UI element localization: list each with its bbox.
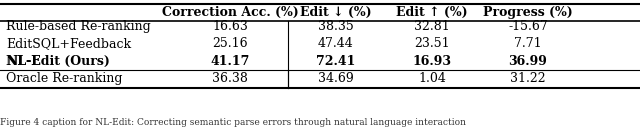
Text: 16.63: 16.63 bbox=[212, 20, 248, 33]
Text: 25.16: 25.16 bbox=[212, 37, 248, 50]
Text: Progress (%): Progress (%) bbox=[483, 6, 573, 19]
Text: 34.69: 34.69 bbox=[318, 72, 354, 85]
Text: 1.04: 1.04 bbox=[418, 72, 446, 85]
Text: Correction Acc. (%): Correction Acc. (%) bbox=[162, 6, 299, 19]
Text: 16.93: 16.93 bbox=[413, 55, 451, 68]
Text: 47.44: 47.44 bbox=[318, 37, 354, 50]
Text: 32.81: 32.81 bbox=[414, 20, 450, 33]
Text: EditSQL+Feedback: EditSQL+Feedback bbox=[6, 37, 132, 50]
Text: 41.17: 41.17 bbox=[211, 55, 250, 68]
Text: NL-E: NL-E bbox=[6, 55, 41, 68]
Text: 31.22: 31.22 bbox=[510, 72, 546, 85]
Text: NL-Edit (Ours): NL-Edit (Ours) bbox=[6, 55, 110, 68]
Text: Oracle Re-ranking: Oracle Re-ranking bbox=[6, 72, 123, 85]
Text: 7.71: 7.71 bbox=[514, 37, 542, 50]
Text: Edit ↓ (%): Edit ↓ (%) bbox=[300, 6, 372, 19]
Text: 36.38: 36.38 bbox=[212, 72, 248, 85]
Text: 23.51: 23.51 bbox=[414, 37, 450, 50]
Text: 72.41: 72.41 bbox=[316, 55, 356, 68]
Text: Rule-based Re-ranking: Rule-based Re-ranking bbox=[6, 20, 151, 33]
Text: 38.35: 38.35 bbox=[318, 20, 354, 33]
Text: Edit ↑ (%): Edit ↑ (%) bbox=[396, 6, 468, 19]
Text: -15.67: -15.67 bbox=[508, 20, 548, 33]
Text: 36.99: 36.99 bbox=[509, 55, 547, 68]
Text: Figure 4 caption for NL-Edit: Correcting semantic parse errors through natural l: Figure 4 caption for NL-Edit: Correcting… bbox=[0, 118, 466, 127]
